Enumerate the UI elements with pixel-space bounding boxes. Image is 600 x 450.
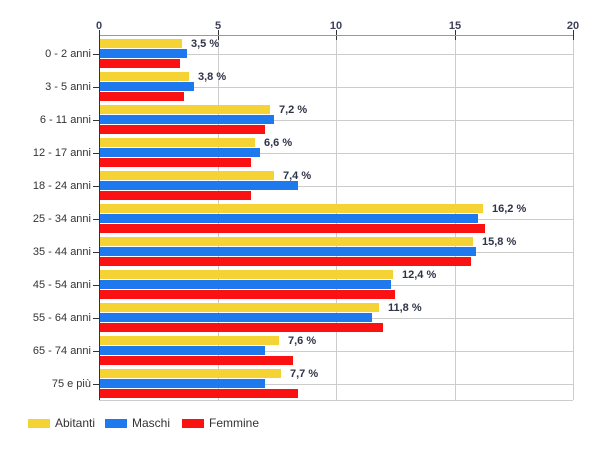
bar-femmine bbox=[100, 59, 180, 68]
bar-maschi bbox=[100, 82, 194, 91]
x-axis-line bbox=[99, 35, 573, 36]
bar-femmine bbox=[100, 389, 298, 398]
bar-maschi bbox=[100, 280, 391, 289]
category-tick-mark bbox=[93, 318, 99, 319]
category-tick-mark bbox=[93, 87, 99, 88]
bar-femmine bbox=[100, 290, 395, 299]
bar-maschi bbox=[100, 49, 187, 58]
bar-femmine bbox=[100, 224, 485, 233]
category-label: 3 - 5 anni bbox=[45, 81, 91, 93]
bar-maschi bbox=[100, 379, 265, 388]
category-tick-mark bbox=[93, 285, 99, 286]
bar-abitanti bbox=[100, 105, 270, 114]
bar-abitanti bbox=[100, 138, 255, 147]
value-label: 16,2 % bbox=[492, 202, 527, 215]
bar-abitanti bbox=[100, 270, 393, 279]
category-tick-mark bbox=[93, 54, 99, 55]
bar-maschi bbox=[100, 181, 298, 190]
value-label: 3,8 % bbox=[198, 70, 227, 83]
value-label: 7,2 % bbox=[279, 103, 308, 116]
y-axis-line bbox=[99, 35, 100, 400]
legend: Abitanti Maschi Femmine bbox=[0, 410, 600, 450]
bar-abitanti bbox=[100, 369, 281, 378]
v-gridline bbox=[573, 35, 574, 400]
bar-maschi bbox=[100, 115, 274, 124]
category-tick-mark bbox=[93, 219, 99, 220]
category-label: 25 - 34 anni bbox=[32, 213, 91, 225]
x-tick-label: 0 bbox=[95, 20, 103, 32]
bar-femmine bbox=[100, 323, 383, 332]
category-tick-mark bbox=[93, 186, 99, 187]
bar-maschi bbox=[100, 148, 260, 157]
x-tick-label: 10 bbox=[329, 20, 343, 32]
bar-abitanti bbox=[100, 72, 189, 81]
category-tick-mark bbox=[93, 351, 99, 352]
bar-abitanti bbox=[100, 39, 182, 48]
category-label: 35 - 44 anni bbox=[32, 246, 91, 258]
bar-abitanti bbox=[100, 237, 473, 246]
category-label: 65 - 74 anni bbox=[32, 345, 91, 357]
legend-label-femmine: Femmine bbox=[209, 416, 260, 430]
legend-swatch-maschi bbox=[105, 419, 127, 428]
bar-abitanti bbox=[100, 171, 274, 180]
category-label: 12 - 17 anni bbox=[32, 147, 91, 159]
bar-abitanti bbox=[100, 204, 483, 213]
bar-femmine bbox=[100, 125, 265, 134]
category-label: 0 - 2 anni bbox=[45, 48, 91, 60]
value-label: 7,6 % bbox=[288, 334, 317, 347]
category-label: 45 - 54 anni bbox=[32, 279, 91, 291]
category-label: 18 - 24 anni bbox=[32, 180, 91, 192]
legend-swatch-femmine bbox=[182, 419, 204, 428]
bar-maschi bbox=[100, 346, 265, 355]
category-tick-mark bbox=[93, 153, 99, 154]
bar-femmine bbox=[100, 158, 251, 167]
legend-label-maschi: Maschi bbox=[132, 416, 171, 430]
value-label: 12,4 % bbox=[402, 268, 437, 281]
h-gridline-bottom bbox=[99, 400, 573, 401]
category-label: 75 e più bbox=[51, 378, 91, 390]
bar-femmine bbox=[100, 356, 293, 365]
bar-abitanti bbox=[100, 336, 279, 345]
x-tick-mark bbox=[573, 30, 574, 40]
legend-label-abitanti: Abitanti bbox=[55, 416, 96, 430]
x-tick-label: 5 bbox=[214, 20, 222, 32]
value-label: 6,6 % bbox=[264, 136, 293, 149]
value-label: 15,8 % bbox=[482, 235, 517, 248]
bar-maschi bbox=[100, 214, 478, 223]
category-label: 55 - 64 anni bbox=[32, 312, 91, 324]
bar-maschi bbox=[100, 313, 372, 322]
category-tick-mark bbox=[93, 120, 99, 121]
x-tick-label: 15 bbox=[448, 20, 462, 32]
category-tick-mark bbox=[93, 252, 99, 253]
plot-area: 0 5 10 15 20 3,5 % 0 - 2 anni 3,8 % 3 - 5 anni 7,… bbox=[32, 20, 580, 401]
bar-abitanti bbox=[100, 303, 379, 312]
value-label: 3,5 % bbox=[191, 37, 220, 50]
x-tick-label: 20 bbox=[566, 20, 580, 32]
category-tick-mark bbox=[93, 384, 99, 385]
category-label: 6 - 11 anni bbox=[39, 114, 91, 126]
value-label: 7,4 % bbox=[283, 169, 312, 182]
bar-femmine bbox=[100, 257, 471, 266]
value-label: 7,7 % bbox=[290, 367, 319, 380]
bar-femmine bbox=[100, 92, 184, 101]
bar-femmine bbox=[100, 191, 251, 200]
legend-swatch-abitanti bbox=[28, 419, 50, 428]
value-label: 11,8 % bbox=[388, 301, 422, 314]
bar-maschi bbox=[100, 247, 476, 256]
